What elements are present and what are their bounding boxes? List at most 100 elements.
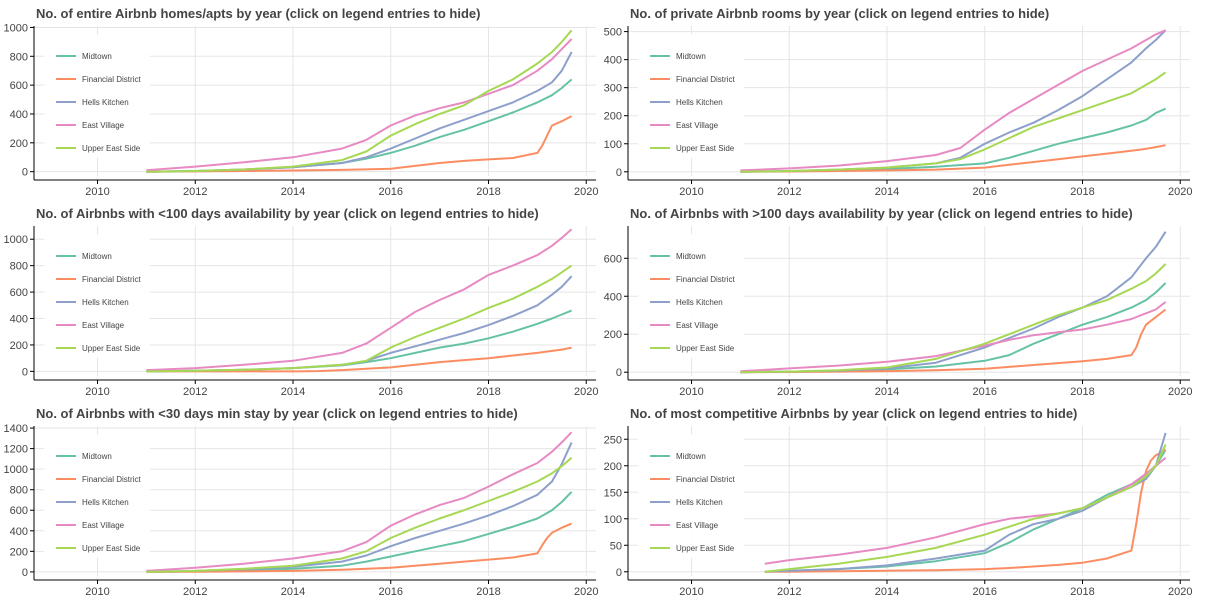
legend-item-midtown[interactable]: Midtown: [56, 52, 112, 61]
legend-item-financial-district[interactable]: Financial District: [56, 475, 141, 484]
legend-item-financial-district[interactable]: Financial District: [650, 475, 735, 484]
y-tick-label: 600: [10, 287, 28, 299]
x-tick-label: 2018: [1070, 586, 1094, 598]
legend-item-hells-kitchen[interactable]: Hells Kitchen: [56, 98, 129, 107]
y-tick-label: 0: [616, 567, 622, 579]
chart-title: No. of Airbnbs with <100 days availabili…: [36, 206, 539, 221]
chart-plot: 0 100 200 300 400 500 2010 2012 2014 2016 2018 2020…: [604, 26, 1192, 198]
x-tick-label: 2016: [379, 586, 403, 598]
legend-box: [44, 434, 150, 558]
y-tick-label: 200: [604, 329, 622, 341]
x-tick-label: 2020: [574, 586, 598, 598]
legend-label: East Village: [676, 321, 719, 330]
legend-item-hells-kitchen[interactable]: Hells Kitchen: [650, 498, 723, 507]
y-tick-label: 400: [604, 291, 622, 303]
legend-item-upper-east-side[interactable]: Upper East Side: [650, 544, 735, 553]
legend-item-hells-kitchen[interactable]: Hells Kitchen: [650, 98, 723, 107]
y-tick-label: 1200: [4, 444, 28, 456]
y-tick-label: 0: [22, 167, 28, 179]
x-tick-label: 2014: [281, 586, 305, 598]
legend-item-east-village[interactable]: East Village: [650, 321, 719, 330]
y-tick-label: 200: [10, 138, 28, 150]
legend-item-east-village[interactable]: East Village: [56, 321, 125, 330]
legend-item-upper-east-side[interactable]: Upper East Side: [650, 144, 735, 153]
legend-item-east-village[interactable]: East Village: [650, 121, 719, 130]
x-tick-label: 2018: [1070, 186, 1094, 198]
legend-label: Midtown: [676, 452, 706, 461]
y-tick-label: 1400: [4, 423, 28, 435]
series-line-financial-district: [740, 308, 1167, 374]
legend: Midtown Financial District Hells Kitchen Ea…: [44, 34, 150, 158]
legend-label: Upper East Side: [676, 344, 735, 353]
legend-label: East Village: [82, 321, 125, 330]
x-tick-label: 2016: [973, 386, 997, 398]
legend-item-east-village[interactable]: East Village: [56, 521, 125, 530]
legend-label: East Village: [676, 521, 719, 530]
chart-title: No. of private Airbnb rooms by year (cli…: [630, 6, 1050, 21]
legend-item-financial-district[interactable]: Financial District: [650, 275, 735, 284]
x-tick-label: 2010: [85, 186, 109, 198]
x-tick-label: 2012: [183, 586, 207, 598]
chart-title: No. of entire Airbnb homes/apts by year …: [36, 6, 481, 21]
x-tick-label: 2018: [1070, 386, 1094, 398]
legend-item-hells-kitchen[interactable]: Hells Kitchen: [56, 498, 129, 507]
series-line-upper-east-side: [764, 444, 1167, 573]
y-tick-label: 50: [610, 540, 622, 552]
legend: Midtown Financial District Hells Kitchen Ea…: [638, 234, 744, 358]
legend-item-midtown[interactable]: Midtown: [650, 452, 706, 461]
series-line-midtown: [146, 491, 573, 573]
legend-label: Hells Kitchen: [82, 498, 129, 507]
legend-label: Midtown: [676, 52, 706, 61]
chart-plot: 0 50 100 150 200 250 2010 2012 2014 2016 2018 2020 M…: [604, 426, 1192, 598]
y-tick-label: 100: [604, 514, 622, 526]
y-tick-label: 0: [616, 367, 622, 379]
series-line-upper-east-side: [740, 263, 1167, 374]
series-line-east-village: [146, 431, 573, 572]
x-tick-label: 2020: [574, 386, 598, 398]
x-tick-label: 2016: [973, 586, 997, 598]
y-tick-label: 150: [604, 487, 622, 499]
x-tick-label: 2012: [777, 386, 801, 398]
y-tick-label: 800: [10, 261, 28, 273]
y-tick-label: 1000: [4, 22, 28, 34]
series-line-upper-east-side: [146, 29, 573, 173]
legend-item-upper-east-side[interactable]: Upper East Side: [650, 344, 735, 353]
legend-item-east-village[interactable]: East Village: [56, 121, 125, 130]
legend-label: Upper East Side: [676, 144, 735, 153]
x-tick-label: 2020: [1168, 186, 1192, 198]
series-line-financial-district: [740, 144, 1166, 173]
legend-label: Financial District: [82, 75, 141, 84]
series-line-hells-kitchen: [146, 275, 573, 373]
legend-item-hells-kitchen[interactable]: Hells Kitchen: [650, 298, 723, 307]
legend-item-midtown[interactable]: Midtown: [650, 52, 706, 61]
legend-item-midtown[interactable]: Midtown: [56, 252, 112, 261]
legend-item-upper-east-side[interactable]: Upper East Side: [56, 344, 141, 353]
x-tick-label: 2014: [281, 386, 305, 398]
series-line-east-village: [146, 38, 573, 172]
legend-item-upper-east-side[interactable]: Upper East Side: [56, 144, 141, 153]
legend-item-financial-district[interactable]: Financial District: [56, 275, 141, 284]
legend-item-upper-east-side[interactable]: Upper East Side: [56, 544, 141, 553]
x-tick-label: 2012: [777, 586, 801, 598]
x-tick-label: 2010: [85, 386, 109, 398]
legend-item-midtown[interactable]: Midtown: [56, 452, 112, 461]
legend-box: [44, 234, 150, 358]
legend-item-financial-district[interactable]: Financial District: [56, 75, 141, 84]
y-tick-label: 300: [604, 83, 622, 95]
x-tick-label: 2014: [875, 186, 899, 198]
y-tick-label: 0: [616, 167, 622, 179]
x-tick-label: 2014: [281, 186, 305, 198]
y-tick-label: 400: [10, 526, 28, 538]
legend-box: [638, 434, 744, 558]
x-tick-label: 2016: [379, 186, 403, 198]
legend-item-financial-district[interactable]: Financial District: [650, 75, 735, 84]
legend-label: Hells Kitchen: [82, 298, 129, 307]
legend-item-hells-kitchen[interactable]: Hells Kitchen: [56, 298, 129, 307]
x-tick-label: 2020: [1168, 586, 1192, 598]
chart-plot: 0 200 400 600 2010 2012 2014 2016 2018 2020 Midtow…: [604, 226, 1192, 398]
series-line-financial-district: [146, 346, 572, 373]
legend-item-midtown[interactable]: Midtown: [650, 252, 706, 261]
legend-item-east-village[interactable]: East Village: [650, 521, 719, 530]
x-tick-label: 2016: [379, 386, 403, 398]
y-tick-label: 0: [22, 366, 28, 378]
